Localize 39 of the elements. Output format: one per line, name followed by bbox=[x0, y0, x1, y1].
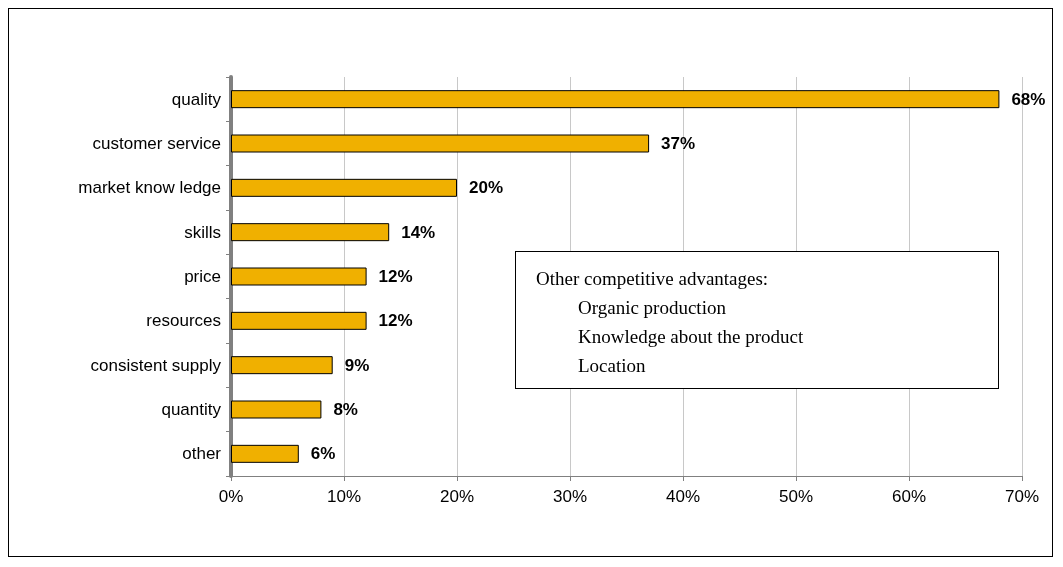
data-label: 20% bbox=[469, 178, 504, 198]
y-tick-label: market know ledge bbox=[78, 178, 221, 198]
y-tick-label: other bbox=[182, 444, 222, 464]
bar bbox=[231, 178, 457, 197]
y-tick-label: quantity bbox=[161, 400, 222, 419]
bar bbox=[231, 444, 299, 463]
x-tick-label: 20% bbox=[439, 487, 475, 506]
x-tick-label: 0% bbox=[218, 487, 244, 506]
y-tick-label: customer service bbox=[92, 134, 221, 153]
y-tick-label: consistent supply bbox=[90, 355, 222, 375]
bar bbox=[231, 400, 322, 419]
data-label: 12% bbox=[378, 267, 413, 286]
bar bbox=[231, 90, 1000, 109]
x-tick-label: 50% bbox=[778, 487, 814, 506]
bar bbox=[231, 134, 650, 153]
annotation: Organic production bbox=[577, 296, 727, 320]
x-tick-label: 30% bbox=[552, 487, 588, 506]
data-label: 8% bbox=[333, 400, 358, 419]
y-tick-label: price bbox=[184, 267, 221, 286]
y-tick-label: quality bbox=[171, 89, 222, 109]
data-label: 14% bbox=[401, 222, 436, 242]
bar bbox=[231, 267, 367, 286]
x-tick-label: 40% bbox=[665, 487, 701, 506]
x-tick-label: 70% bbox=[1004, 487, 1040, 506]
data-label: 68% bbox=[1011, 89, 1046, 109]
bar bbox=[231, 311, 367, 330]
x-tick-label: 10% bbox=[326, 487, 362, 506]
bar bbox=[231, 223, 390, 242]
annotation: Knowledge about the product bbox=[577, 325, 805, 349]
annotation: Other competitive advantages: bbox=[536, 267, 770, 291]
y-tick-label: resources bbox=[146, 311, 221, 331]
data-label: 9% bbox=[344, 355, 370, 375]
data-label: 37% bbox=[661, 134, 696, 153]
data-label: 6% bbox=[310, 444, 336, 464]
bar bbox=[231, 356, 333, 375]
data-label: 12% bbox=[378, 311, 413, 331]
annotation: Location bbox=[577, 354, 647, 378]
x-tick-label: 60% bbox=[891, 487, 927, 506]
y-tick-label: skills bbox=[184, 222, 221, 242]
